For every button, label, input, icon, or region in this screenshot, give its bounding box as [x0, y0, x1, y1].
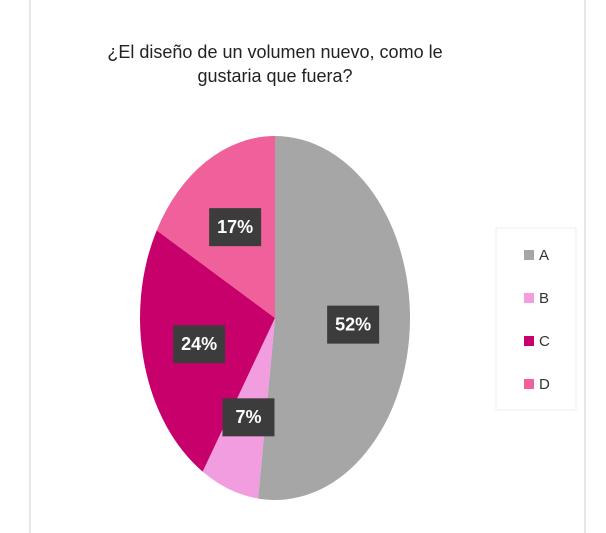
data-label-box — [173, 325, 226, 364]
data-label-box — [327, 305, 380, 344]
legend-label: B — [539, 290, 549, 307]
legend-label: D — [539, 376, 550, 393]
legend-label: A — [539, 247, 549, 264]
legend-box — [495, 227, 577, 411]
data-label: 7% — [235, 407, 261, 427]
legend-label: C — [539, 333, 550, 350]
legend-swatch — [524, 250, 534, 260]
data-label: 24% — [181, 334, 217, 354]
legend-swatch — [524, 379, 534, 389]
legend-swatch — [524, 336, 534, 346]
data-label-box — [209, 208, 262, 247]
data-label: 17% — [217, 217, 253, 237]
chart-title: ¿El diseño de un volumen nuevo, como le … — [107, 42, 443, 86]
data-label: 52% — [335, 314, 371, 334]
data-label-box — [222, 398, 275, 437]
legend-swatch — [524, 293, 534, 303]
